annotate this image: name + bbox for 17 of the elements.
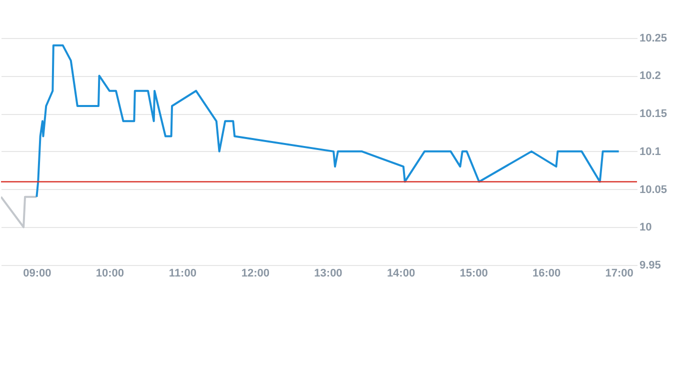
y-tick-label: 10 (640, 222, 652, 234)
line-series (36, 44, 620, 198)
x-tick-label: 10:00 (96, 268, 124, 280)
y-tick-label: 10.2 (640, 70, 661, 82)
y-tick-label: 10.05 (640, 184, 668, 196)
x-tick-label: 16:00 (532, 268, 561, 280)
x-tick-label: 15:00 (460, 268, 488, 280)
y-tick-label: 10.25 (640, 32, 668, 44)
y-tick-label: 10.15 (640, 108, 668, 120)
x-tick-label: 12:00 (241, 268, 270, 280)
y-tick-label: 9.95 (640, 260, 661, 272)
x-tick-label: 09:00 (23, 268, 52, 280)
x-tick-label: 13:00 (314, 268, 342, 280)
y-tick-label: 10.1 (640, 146, 661, 158)
x-tick-label: 11:00 (168, 268, 196, 280)
x-tick-label: 17:00 (605, 268, 634, 280)
x-tick-label: 14:00 (386, 268, 416, 280)
